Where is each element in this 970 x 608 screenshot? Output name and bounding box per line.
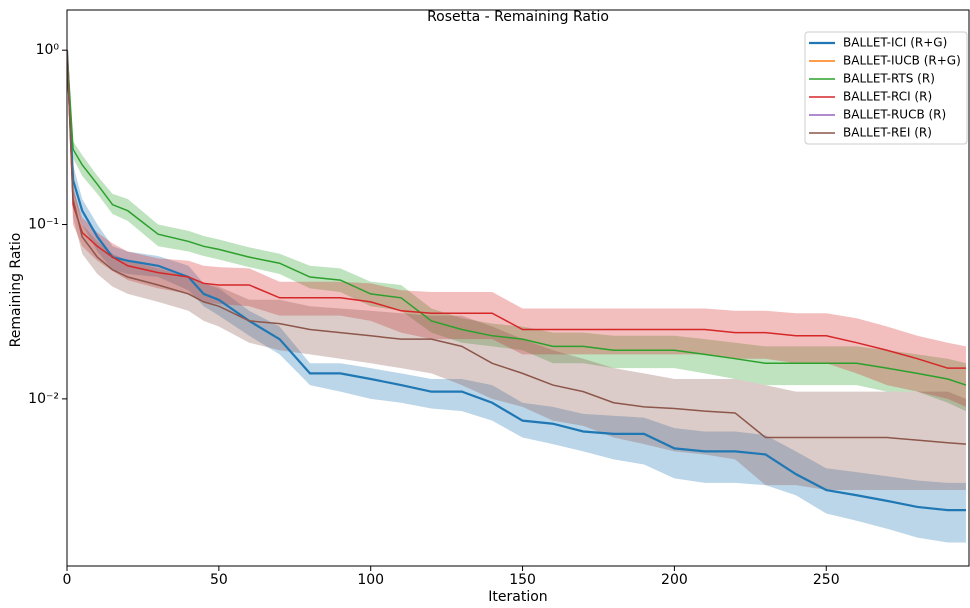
legend-box bbox=[804, 31, 968, 145]
series-line bbox=[67, 50, 966, 512]
x-tick-label: 250 bbox=[813, 572, 840, 588]
confidence-band bbox=[67, 42, 966, 412]
plot-frame bbox=[66, 9, 970, 567]
legend-label: BALLET-ICI (R+G) bbox=[843, 36, 947, 50]
legend-label: BALLET-IUCB (R+G) bbox=[843, 54, 961, 68]
y-axis-label: Remaining Ratio bbox=[8, 233, 24, 348]
legend: BALLET-ICI (R+G) BALLET-IUCB (R+G) BALLET-… bbox=[804, 31, 968, 145]
x-axis-label: Iteration bbox=[488, 589, 547, 605]
x-tick-label: 150 bbox=[509, 572, 536, 588]
legend-label: BALLET-RUCB (R) bbox=[843, 108, 946, 122]
legend-label: BALLET-RCI (R) bbox=[843, 90, 932, 104]
confidence-band bbox=[67, 42, 966, 491]
chart-title: Rosetta - Remaining Ratio bbox=[427, 9, 609, 25]
plot-area bbox=[67, 42, 967, 543]
confidence-band bbox=[67, 42, 966, 543]
series-line bbox=[67, 50, 967, 386]
y-tick-label: 10⁻¹ bbox=[28, 217, 59, 233]
series-line bbox=[67, 50, 967, 445]
y-tick-label: 10⁻² bbox=[28, 391, 59, 407]
x-tick-label: 50 bbox=[210, 572, 228, 588]
y-tick-label: 10⁰ bbox=[36, 42, 60, 58]
x-tick-label: 100 bbox=[357, 572, 384, 588]
legend-label: BALLET-REI (R) bbox=[843, 126, 932, 140]
legend-label: BALLET-RTS (R) bbox=[843, 72, 935, 86]
x-tick-label: 0 bbox=[63, 572, 72, 588]
series-line bbox=[67, 50, 966, 369]
confidence-band bbox=[67, 42, 966, 407]
x-tick-label: 200 bbox=[661, 572, 688, 588]
